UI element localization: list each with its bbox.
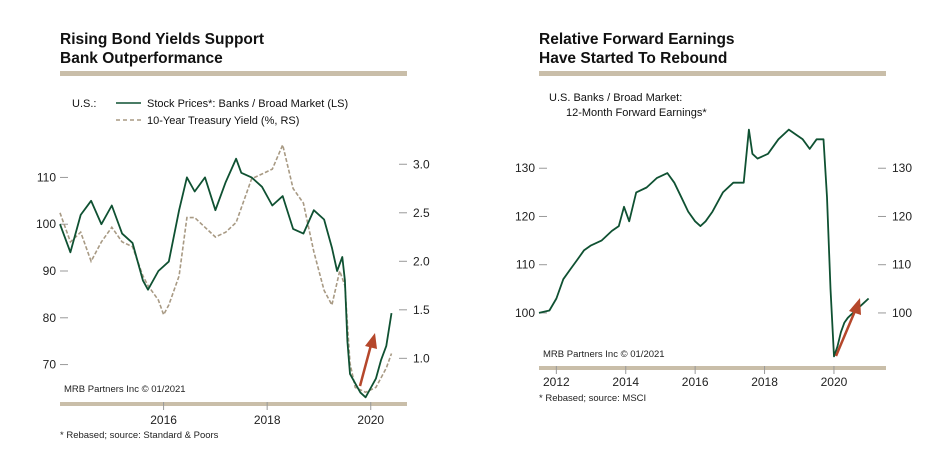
right-y-tick-label: 130 bbox=[892, 161, 912, 175]
x-tick-label: 2012 bbox=[543, 375, 570, 389]
right-y-tick-label: 3.0 bbox=[413, 157, 430, 171]
left-y-tick-label: 110 bbox=[516, 258, 535, 272]
right-title-line2: Have Started To Rebound bbox=[539, 50, 728, 67]
right-y-tick-label: 1.0 bbox=[413, 351, 430, 365]
right-y-tick-label: 100 bbox=[892, 306, 912, 320]
left-y-tick-label: 100 bbox=[36, 217, 56, 231]
left-y-tick-label: 70 bbox=[43, 358, 57, 372]
right-title-line1: Relative Forward Earnings bbox=[539, 31, 735, 48]
left-footnote: * Rebased; source: Standard & Poors bbox=[60, 430, 219, 441]
x-tick-label: 2020 bbox=[357, 413, 384, 427]
x-tick-label: 2016 bbox=[150, 413, 177, 427]
left-y-tick-label: 110 bbox=[37, 170, 56, 184]
left-y-tick-label: 130 bbox=[515, 161, 535, 175]
left-x-axis-bar bbox=[60, 402, 407, 406]
right-series-label-2: 12-Month Forward Earnings* bbox=[566, 107, 707, 119]
right-footnote: * Rebased; source: MSCI bbox=[539, 393, 646, 404]
upward-arrow-head bbox=[849, 298, 861, 315]
right-x-axis-bar bbox=[539, 366, 886, 370]
legend-label-yield: 10-Year Treasury Yield (%, RS) bbox=[147, 115, 299, 127]
left-title-rule bbox=[60, 71, 407, 76]
left-y-tick-label: 80 bbox=[43, 311, 57, 325]
left-title-line1: Rising Bond Yields Support bbox=[60, 31, 265, 48]
right-title-rule bbox=[539, 71, 886, 76]
left-chart-title: Rising Bond Yields Support Bank Outperfo… bbox=[60, 30, 264, 68]
right-plot: 100 100 110 110 120 120 130 130 2012 2014 2016 2018… bbox=[515, 128, 912, 389]
upward-arrow-head bbox=[365, 333, 377, 349]
left-plot: 70 80 90 100 110 1.0 1.5 2.0 2.5 3.0 2016 2018 2020 bbox=[36, 142, 430, 427]
series-line-forward-earnings bbox=[538, 128, 870, 358]
x-tick-label: 2018 bbox=[254, 413, 281, 427]
right-series-label-1: U.S. Banks / Broad Market: bbox=[549, 92, 682, 104]
left-y-tick-label: 120 bbox=[515, 209, 535, 223]
left-y-tick-label: 100 bbox=[515, 306, 535, 320]
series-line-treasury-yield bbox=[59, 142, 393, 394]
right-y-tick-label: 120 bbox=[892, 209, 912, 223]
series-line-bank-stock-prices bbox=[59, 157, 393, 399]
x-tick-label: 2020 bbox=[821, 375, 848, 389]
right-chart-title: Relative Forward Earnings Have Started T… bbox=[539, 30, 735, 68]
right-y-tick-label: 1.5 bbox=[413, 303, 430, 317]
left-y-tick-label: 90 bbox=[43, 264, 57, 278]
left-credit: MRB Partners Inc © 01/2021 bbox=[64, 384, 186, 395]
upward-arrow-shaft bbox=[834, 310, 857, 357]
right-y-tick-label: 2.0 bbox=[413, 254, 430, 268]
left-title-line2: Bank Outperformance bbox=[60, 50, 223, 67]
x-tick-label: 2018 bbox=[751, 375, 778, 389]
x-tick-label: 2016 bbox=[682, 375, 709, 389]
legend-label-stock: Stock Prices*: Banks / Broad Market (LS) bbox=[147, 98, 348, 110]
x-tick-label: 2014 bbox=[612, 375, 639, 389]
right-credit: MRB Partners Inc © 01/2021 bbox=[543, 349, 665, 360]
right-y-tick-label: 110 bbox=[892, 258, 911, 272]
right-y-tick-label: 2.5 bbox=[413, 206, 430, 220]
upward-arrow-shaft bbox=[358, 344, 373, 387]
left-region-label: U.S.: bbox=[72, 98, 96, 110]
